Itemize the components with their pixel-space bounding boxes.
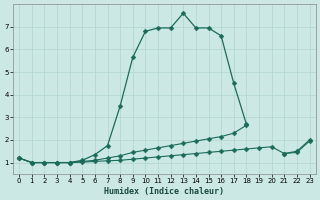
X-axis label: Humidex (Indice chaleur): Humidex (Indice chaleur) [104,187,224,196]
